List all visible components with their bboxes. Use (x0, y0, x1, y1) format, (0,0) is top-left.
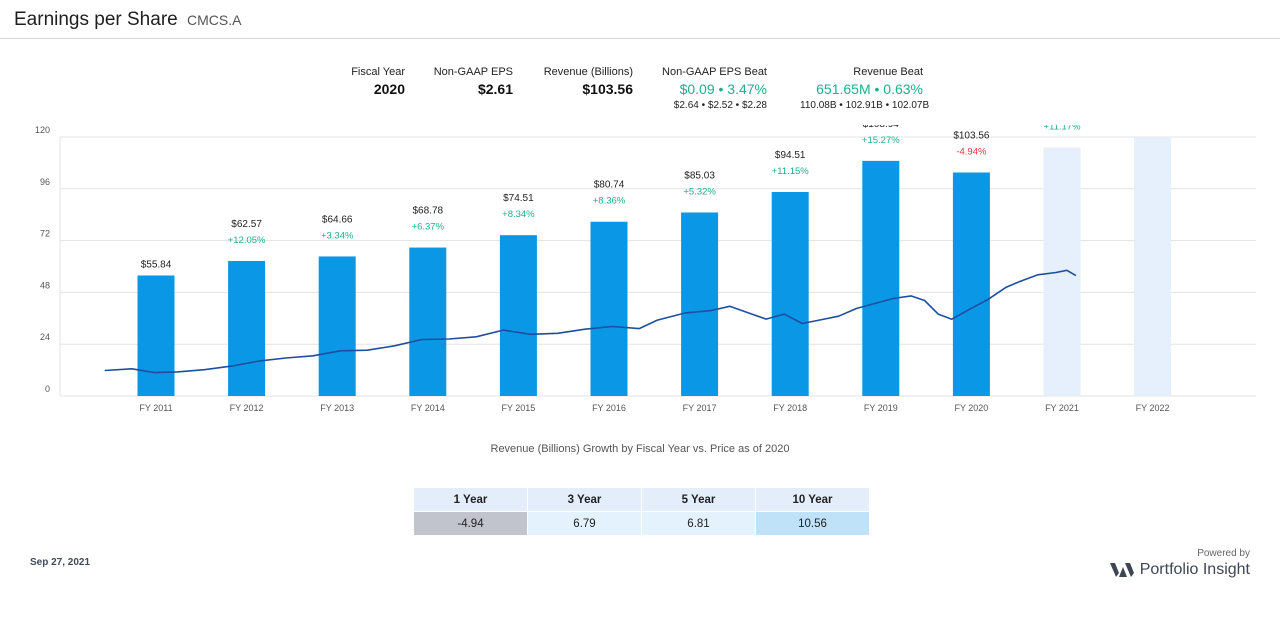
brand-name: Portfolio Insight (1139, 561, 1250, 578)
stat-fiscal-year: Fiscal Year 2020 (340, 66, 405, 97)
x-tick-label: FY 2020 (954, 403, 988, 413)
x-axis-ticks: FY 2011 FY 2012 FY 2013 FY 2014 FY 2015 FY 20… (139, 403, 1169, 413)
bar (137, 275, 175, 396)
portfolio-insight-logo-icon (1109, 563, 1134, 577)
stat-revenue-beat: Revenue Beat 651.65M • 0.63% 110.08B • 1… (800, 66, 930, 111)
bar-value-label: $108.94 (863, 125, 900, 130)
bar-value-label: $94.51 (775, 150, 806, 161)
price-line (104, 269, 1077, 374)
growth-header-3y: 3 Year (527, 487, 642, 512)
header-bar: Earnings per Share CMCS.A (0, 0, 1280, 39)
y-tick-label: 24 (40, 332, 50, 342)
bar-value-label: $64.66 (322, 214, 353, 225)
bar-value-label: $80.74 (594, 180, 625, 191)
bar-value-label: $103.56 (953, 130, 990, 141)
bar (681, 212, 719, 396)
y-tick-label: 48 (40, 280, 50, 290)
brand: Portfolio Insight (1109, 561, 1250, 579)
bar (1134, 137, 1172, 396)
stat-value: $0.09 • 3.47% (679, 81, 767, 97)
bar-labels: $55.84 $62.57 +12.05% $64.66 +3.34% $68.78 +6.… (141, 125, 1081, 270)
bar-value-label: $55.84 (141, 259, 172, 270)
y-tick-label: 96 (40, 177, 50, 187)
x-tick-label: FY 2019 (864, 403, 898, 413)
stat-value: 651.65M • 0.63% (816, 81, 923, 97)
bar-growth-label: +6.37% (412, 222, 445, 233)
bar-value-label: $85.03 (684, 170, 715, 181)
title-text: Earnings per Share (14, 9, 178, 30)
price-line-layer (104, 269, 1077, 374)
bar-growth-label: +11.15% (772, 166, 810, 177)
stat-non-gaap-eps: Non-GAAP EPS $2.61 (430, 66, 513, 97)
x-tick-label: FY 2014 (411, 403, 445, 413)
y-axis-ticks: 0 24 48 72 96 120 (35, 125, 50, 394)
stat-value: $2.61 (477, 81, 513, 97)
x-tick-label: FY 2013 (320, 403, 354, 413)
bar (409, 247, 447, 396)
bars (137, 137, 1172, 396)
x-tick-label: FY 2012 (230, 403, 264, 413)
x-tick-label: FY 2018 (773, 403, 807, 413)
page-title: Earnings per Share CMCS.A (14, 9, 241, 31)
eps-bar-chart: 0 24 48 72 96 120 $55.84 $62.57 +12.05% $64.66 +3… (35, 125, 1256, 413)
y-tick-label: 120 (35, 125, 50, 135)
bar (590, 221, 628, 396)
bar-growth-label: +8.36% (593, 196, 626, 207)
stat-label: Revenue Beat (853, 66, 923, 78)
ticker-symbol: CMCS.A (187, 12, 242, 28)
bar-value-label: $62.57 (231, 219, 262, 230)
bar (952, 172, 990, 396)
y-tick-label: 72 (40, 229, 50, 239)
growth-header-5y: 5 Year (641, 487, 756, 512)
stat-label: Revenue (Billions) (543, 66, 633, 78)
stat-value: 2020 (373, 81, 405, 97)
growth-header-1y: 1 Year (413, 487, 528, 512)
bar (771, 192, 809, 396)
x-tick-label: FY 2021 (1045, 403, 1079, 413)
bar-growth-label: +11.17% (1043, 125, 1081, 133)
stat-eps-beat: Non-GAAP EPS Beat $0.09 • 3.47% $2.64 • … (660, 66, 767, 111)
bar-growth-label: +15.27% (862, 135, 900, 146)
x-tick-label: FY 2011 (139, 403, 172, 413)
bar (228, 260, 266, 396)
growth-value-10y: 10.56 (755, 511, 870, 536)
powered-by-label: Powered by (1197, 548, 1250, 559)
bar (499, 235, 537, 396)
bar-value-label: $74.51 (503, 193, 534, 204)
x-tick-label: FY 2015 (501, 403, 535, 413)
stat-sub: 110.08B • 102.91B • 102.07B (800, 100, 930, 111)
x-tick-label: FY 2016 (592, 403, 626, 413)
bar-growth-label: -4.94% (956, 146, 987, 157)
growth-header-10y: 10 Year (755, 487, 870, 512)
stat-label: Fiscal Year (351, 66, 405, 78)
bar-growth-label: +3.34% (321, 230, 354, 241)
x-tick-label: FY 2022 (1136, 403, 1170, 413)
stat-sub: $2.64 • $2.52 • $2.28 (673, 100, 767, 111)
stat-label: Non-GAAP EPS (433, 66, 513, 78)
x-tick-label: FY 2017 (683, 403, 717, 413)
growth-value-3y: 6.79 (527, 511, 642, 536)
bar-growth-label: +12.05% (228, 235, 266, 246)
growth-header-row: 1 Year 3 Year 5 Year 10 Year (413, 487, 870, 512)
bar-growth-label: +5.32% (683, 186, 716, 197)
bar-growth-label: +8.34% (502, 209, 535, 220)
growth-value-1y: -4.94 (413, 511, 528, 536)
chart-subtitle: Revenue (Billions) Growth by Fiscal Year… (490, 443, 790, 455)
stat-revenue: Revenue (Billions) $103.56 (540, 66, 633, 97)
growth-value-5y: 6.81 (641, 511, 756, 536)
bar (862, 160, 900, 396)
powered-by: Powered by Portfolio Insight (1109, 548, 1250, 579)
stat-value: $103.56 (582, 81, 633, 97)
as-of-date: Sep 27, 2021 (30, 557, 91, 568)
growth-value-row: -4.94 6.79 6.81 10.56 (413, 511, 870, 536)
bar (318, 256, 356, 396)
stat-label: Non-GAAP EPS Beat (662, 66, 767, 78)
bar-value-label: $68.78 (413, 206, 444, 217)
growth-table: 1 Year 3 Year 5 Year 10 Year -4.94 6.79 … (413, 487, 870, 536)
y-tick-label: 0 (45, 384, 50, 394)
